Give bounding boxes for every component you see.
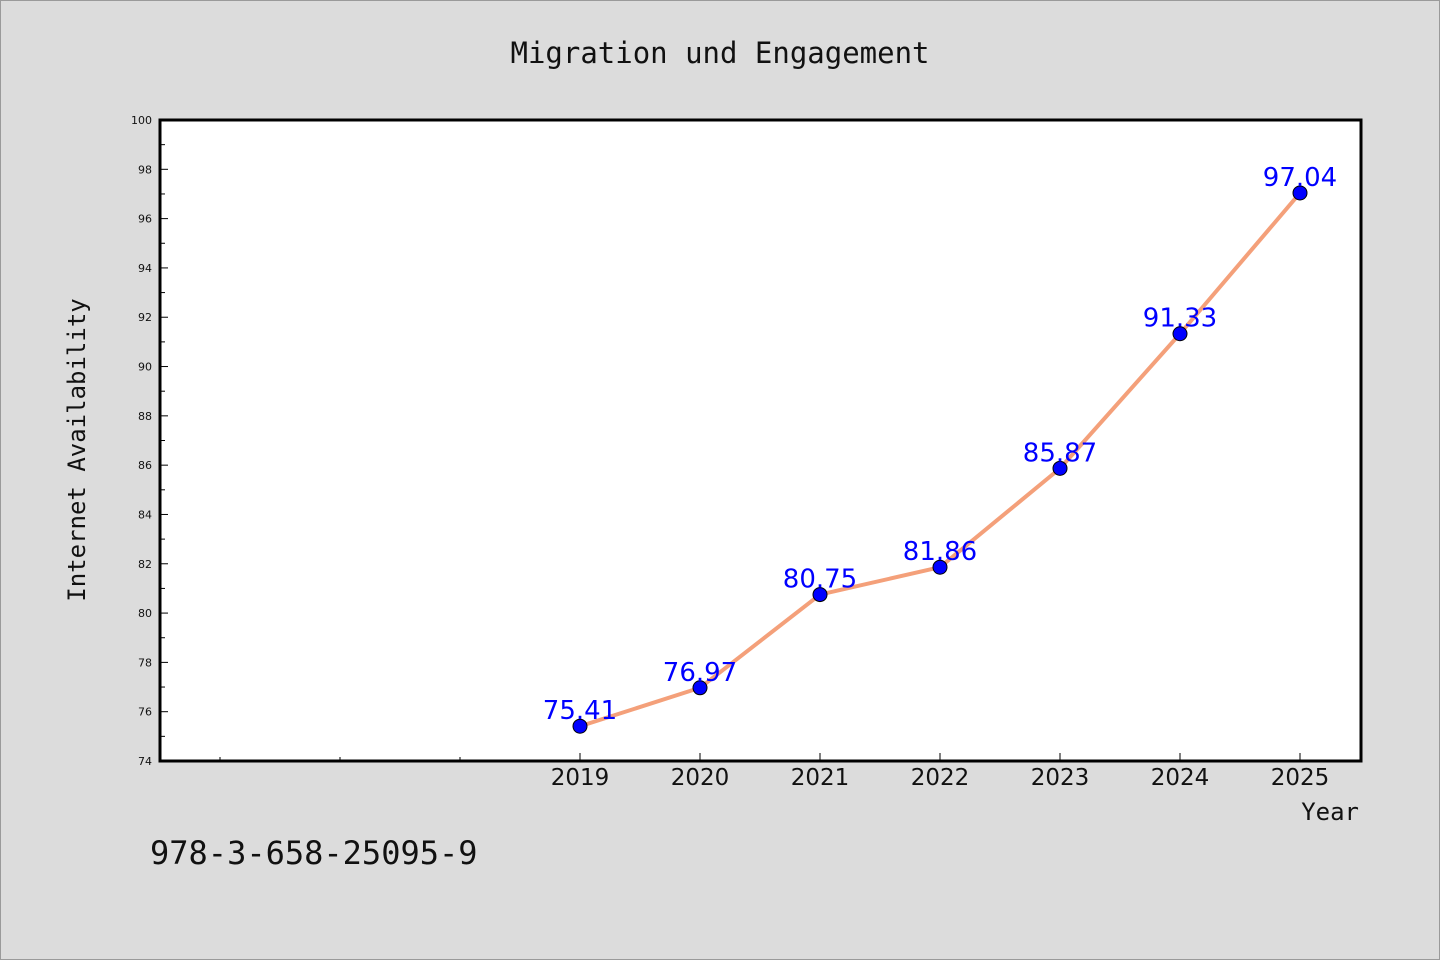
data-point	[932, 559, 948, 575]
x-axis-label: Year	[1301, 798, 1359, 826]
data-point	[1292, 185, 1308, 201]
x-tick-label: 2022	[911, 765, 970, 791]
y-tick-label: 80	[138, 607, 152, 620]
y-tick-label: 74	[138, 755, 152, 768]
plot-border	[158, 118, 1363, 763]
x-tick-label: 2019	[551, 765, 610, 791]
data-label: 75.41	[543, 696, 617, 726]
y-axis-label: Internet Availability	[63, 298, 91, 601]
data-label: 80.75	[783, 565, 857, 595]
data-label: 97.04	[1263, 163, 1337, 193]
data-point	[1052, 460, 1068, 476]
data-point	[692, 680, 708, 696]
x-tick-label: 2021	[791, 765, 850, 791]
data-label: 91.33	[1143, 304, 1217, 334]
y-tick-label: 86	[138, 459, 152, 472]
y-tick-label: 98	[138, 163, 152, 176]
data-label: 76.97	[663, 658, 737, 688]
y-tick-label: 90	[138, 361, 152, 374]
y-tick-label: 92	[138, 311, 152, 324]
data-point	[572, 718, 588, 734]
x-tick-label: 2025	[1271, 765, 1330, 791]
data-point	[1172, 326, 1188, 342]
y-tick-label: 84	[138, 508, 152, 521]
y-tick-label: 76	[138, 706, 152, 719]
data-markers	[572, 185, 1308, 734]
y-tick-label: 82	[138, 558, 152, 571]
x-tick-label: 2023	[1031, 765, 1090, 791]
x-axis: 2019 2020 2021 2022 2023 2024 2025	[219, 753, 1330, 791]
y-tick-label: 96	[138, 213, 152, 226]
y-tick-label: 94	[138, 262, 152, 275]
chart-title: Migration und Engagement	[510, 36, 929, 70]
y-axis: 74 76 78 80 82 84 86 88 90 92 94 96 98 100	[131, 114, 168, 768]
y-tick-label: 100	[131, 114, 152, 127]
y-tick-label: 88	[138, 410, 152, 423]
footer-code: 978-3-658-25095-9	[150, 834, 478, 872]
data-point	[812, 587, 828, 603]
x-tick-label: 2024	[1151, 765, 1210, 791]
x-tick-label: 2020	[671, 765, 730, 791]
data-label: 85.87	[1023, 438, 1097, 468]
plot-area	[160, 120, 1361, 761]
y-tick-label: 78	[138, 656, 152, 669]
data-labels: 75.41 76.97 80.75 81.86 85.87 91.33 97.04	[543, 163, 1337, 726]
data-label: 81.86	[903, 537, 977, 567]
